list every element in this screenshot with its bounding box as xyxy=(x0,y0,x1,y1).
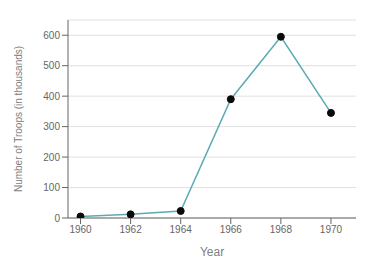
svg-text:300: 300 xyxy=(43,121,60,132)
svg-text:400: 400 xyxy=(43,91,60,102)
svg-text:500: 500 xyxy=(43,60,60,71)
svg-text:1970: 1970 xyxy=(320,224,343,235)
svg-text:100: 100 xyxy=(43,182,60,193)
svg-text:1966: 1966 xyxy=(220,224,243,235)
svg-text:600: 600 xyxy=(43,30,60,41)
svg-text:0: 0 xyxy=(54,213,60,224)
svg-text:Number of Troops (in thousands: Number of Troops (in thousands) xyxy=(13,46,24,192)
svg-text:1962: 1962 xyxy=(119,224,142,235)
svg-text:1968: 1968 xyxy=(270,224,293,235)
svg-text:1964: 1964 xyxy=(170,224,193,235)
svg-text:1960: 1960 xyxy=(69,224,92,235)
svg-text:200: 200 xyxy=(43,152,60,163)
svg-text:Year: Year xyxy=(200,245,224,259)
